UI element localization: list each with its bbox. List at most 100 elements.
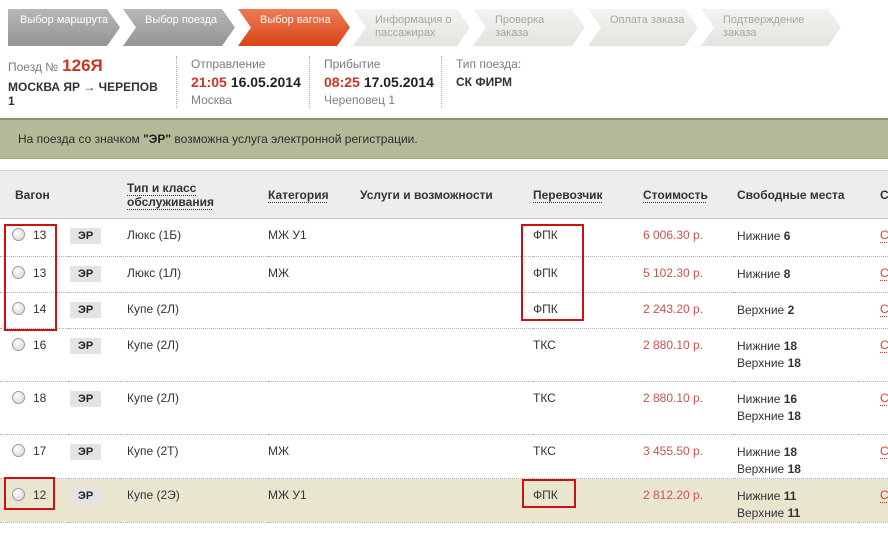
seats-line: Верхние 11: [737, 506, 801, 520]
price-cell: 2 880.10 р.: [643, 328, 734, 382]
scheme-cell: С: [858, 218, 888, 257]
breadcrumb-step-5: Проверка заказа: [473, 9, 585, 46]
er-cell: ЭР: [68, 478, 120, 523]
wagon-radio-button[interactable]: [12, 444, 25, 457]
breadcrumb-step-1[interactable]: Выбор маршрута: [8, 9, 120, 46]
er-cell: ЭР: [68, 381, 120, 435]
services-cell: [360, 256, 533, 293]
breadcrumb-step-label: Выбор вагона: [260, 14, 331, 26]
arrival-station: Череповец 1: [324, 93, 395, 107]
breadcrumb-step-4: Информация о пассажирах: [353, 9, 470, 46]
free-seats-cell: Нижние 18 Верхние 18: [734, 328, 858, 382]
seats-line: Верхние 18: [737, 462, 801, 476]
wagon-row: 12 ЭР Купе (2Э) МЖ У1 ФПК 2 812.20 р. Ни…: [0, 478, 888, 523]
scheme-link[interactable]: С: [880, 302, 888, 316]
category-cell: [268, 292, 360, 329]
type-class-cell: Купе (2Т): [120, 434, 268, 479]
breadcrumb-step-3[interactable]: Выбор вагона: [238, 9, 350, 46]
annotation-box-wagons: [4, 224, 57, 331]
carrier-cell: ТКС: [533, 434, 643, 479]
header-category-link[interactable]: Категория: [268, 187, 329, 202]
scheme-link[interactable]: С: [880, 338, 888, 352]
wagon-radio-button[interactable]: [12, 302, 25, 315]
header-price-link[interactable]: Стоимость: [643, 187, 708, 202]
header-category[interactable]: Категория: [268, 170, 360, 219]
services-cell: [360, 381, 533, 435]
wagon-row: 14 ЭР Купе (2Л) ФПК 2 243.20 р. Верхние …: [0, 292, 888, 329]
price-cell: 5 102.30 р.: [643, 256, 734, 293]
train-route: МОСКВА ЯР → ЧЕРЕПОВ 1: [8, 80, 158, 108]
er-badge: ЭР: [70, 391, 102, 407]
services-cell: [360, 434, 533, 479]
seats-line: Нижние 16: [737, 392, 798, 406]
carrier-cell: ФПК: [533, 292, 643, 329]
header-wagon: Вагон: [0, 170, 68, 219]
wagon-radio-button[interactable]: [12, 391, 25, 404]
header-type-class[interactable]: Тип и класс обслуживания: [120, 170, 268, 219]
train-type-block: Тип поезда: СК ФИРМ: [441, 56, 535, 108]
services-cell: [360, 292, 533, 329]
notice-text-after: возможна услуга электронной регистрации.: [171, 132, 418, 146]
free-seats-cell: Нижние 18 Верхние 18: [734, 434, 858, 479]
arrival-date: 17.05.2014: [363, 74, 434, 90]
scheme-cell: С: [858, 478, 888, 523]
scheme-link[interactable]: С: [880, 228, 888, 242]
scheme-link[interactable]: С: [880, 266, 888, 280]
departure-label: Отправление: [191, 57, 266, 71]
wagon-cell: 18: [0, 381, 68, 435]
scheme-link[interactable]: С: [880, 391, 888, 405]
train-number: 126Я: [62, 56, 103, 75]
header-price[interactable]: Стоимость: [643, 170, 734, 219]
type-class-cell: Купе (2Л): [120, 381, 268, 435]
services-cell: [360, 328, 533, 382]
carrier-cell: ТКС: [533, 328, 643, 382]
category-cell: МЖ: [268, 434, 360, 479]
wagon-radio-button[interactable]: [12, 488, 25, 501]
header-type-class-link[interactable]: Тип и класс обслуживания: [127, 180, 214, 209]
seats-line: Нижние 6: [737, 229, 791, 243]
header-carrier[interactable]: Перевозчик: [533, 170, 643, 219]
scheme-cell: С: [858, 381, 888, 435]
scheme-cell: С: [858, 328, 888, 382]
wagon-number: 12: [33, 488, 47, 502]
departure-time: 21:05: [191, 74, 227, 90]
type-class-cell: Люкс (1Л): [120, 256, 268, 293]
breadcrumb-step-label: Выбор маршрута: [20, 14, 108, 26]
er-badge: ЭР: [70, 228, 102, 244]
wagon-radio-button[interactable]: [12, 338, 25, 351]
annotation-box-carrier-bottom: [522, 479, 576, 508]
services-cell: [360, 478, 533, 523]
price-cell: 2 880.10 р.: [643, 381, 734, 435]
price-cell: 6 006.30 р.: [643, 218, 734, 257]
annotation-box-wagon-12: [4, 477, 55, 510]
departure-date: 16.05.2014: [230, 74, 301, 90]
free-seats-cell: Нижние 16 Верхние 18: [734, 381, 858, 435]
train-info-panel: Поезд № 126Я МОСКВА ЯР → ЧЕРЕПОВ 1 Отправ…: [8, 56, 535, 108]
notice-text-before: На поезда со значком: [18, 132, 144, 146]
wagon-row: 13 ЭР Люкс (1Б) МЖ У1 ФПК 6 006.30 р. Ни…: [0, 218, 888, 257]
scheme-link[interactable]: С: [880, 444, 888, 458]
wagon-radio-button[interactable]: [12, 228, 25, 241]
er-cell: ЭР: [68, 218, 120, 257]
train-number-label: Поезд №: [8, 60, 59, 74]
arrival-label: Прибытие: [324, 57, 381, 71]
wagon-number: 13: [33, 228, 47, 242]
scheme-cell: С: [858, 256, 888, 293]
scheme-link[interactable]: С: [880, 488, 888, 502]
er-badge: ЭР: [70, 302, 102, 318]
wagon-cell: 16: [0, 328, 68, 382]
wagon-number: 13: [33, 266, 47, 280]
category-cell: [268, 328, 360, 382]
header-free-seats: Свободные места: [734, 170, 858, 219]
wagon-number: 17: [33, 444, 47, 458]
header-er-spacer: [68, 170, 120, 219]
breadcrumb-step-label: Выбор поезда: [145, 14, 218, 26]
breadcrumb-step-2[interactable]: Выбор поезда: [123, 9, 235, 46]
seats-line: Верхние 2: [737, 303, 795, 317]
wagon-number: 16: [33, 338, 47, 352]
header-carrier-link[interactable]: Перевозчик: [533, 187, 603, 202]
wagon-radio-button[interactable]: [12, 266, 25, 279]
electronic-registration-notice: На поезда со значком "ЭР" возможна услуг…: [0, 118, 888, 159]
er-badge: ЭР: [70, 444, 102, 460]
